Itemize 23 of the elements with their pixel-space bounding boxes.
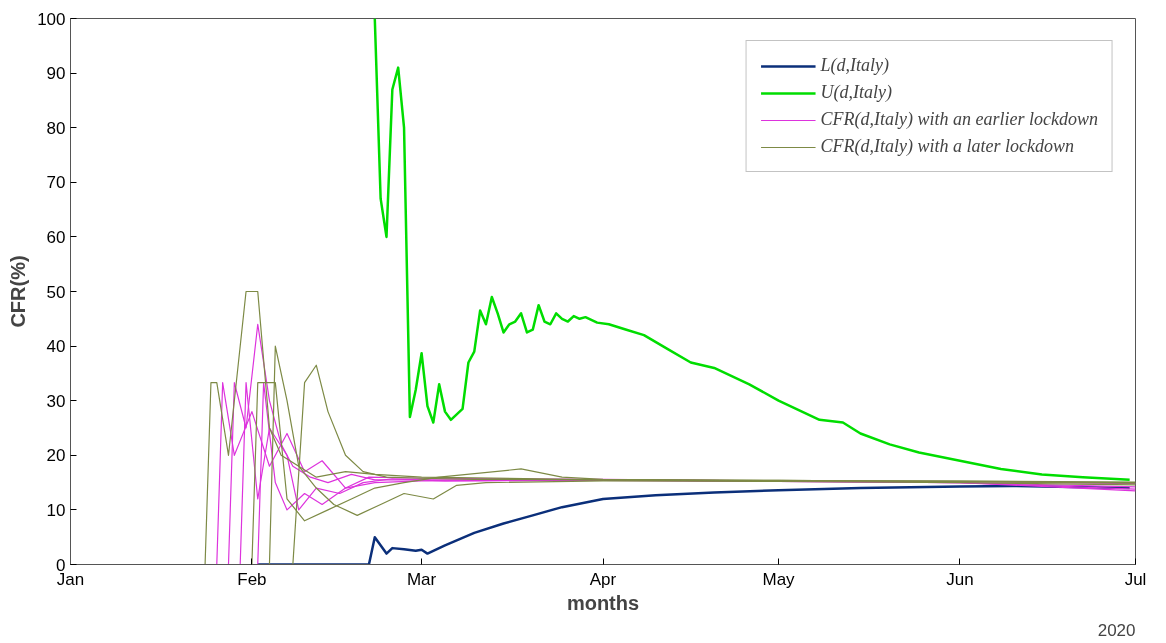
legend-label: CFR(d,Italy) with an earlier lockdown bbox=[820, 109, 1098, 130]
y-tick-label: 10 bbox=[46, 500, 66, 520]
y-tick-label: 70 bbox=[46, 173, 66, 193]
y-tick-label: 20 bbox=[46, 446, 66, 466]
legend-label: CFR(d,Italy) with a later lockdown bbox=[820, 136, 1075, 157]
x-tick-label: Jun bbox=[946, 569, 974, 589]
y-tick-label: 60 bbox=[46, 227, 66, 247]
x-tick-label: Feb bbox=[237, 569, 267, 589]
legend-label: L(d,Italy) bbox=[820, 55, 890, 76]
x-tick-label: Mar bbox=[406, 569, 437, 589]
y-tick-label: 50 bbox=[46, 282, 66, 302]
y-axis-title: CFR(%) bbox=[7, 255, 30, 328]
y-tick-label: 90 bbox=[46, 64, 66, 84]
y-tick-label: 100 bbox=[37, 9, 66, 29]
x-axis-title: months bbox=[566, 591, 640, 614]
y-tick-label: 40 bbox=[46, 337, 66, 357]
y-tick-label: 80 bbox=[46, 118, 66, 138]
x-tick-label: Jul bbox=[1124, 569, 1147, 589]
x-tick-label: May bbox=[762, 569, 796, 589]
x-tick-label: Apr bbox=[589, 569, 617, 589]
text: 2020 bbox=[1097, 620, 1136, 640]
y-tick-label: 30 bbox=[46, 391, 66, 411]
legend-label: U(d,Italy) bbox=[820, 82, 893, 103]
